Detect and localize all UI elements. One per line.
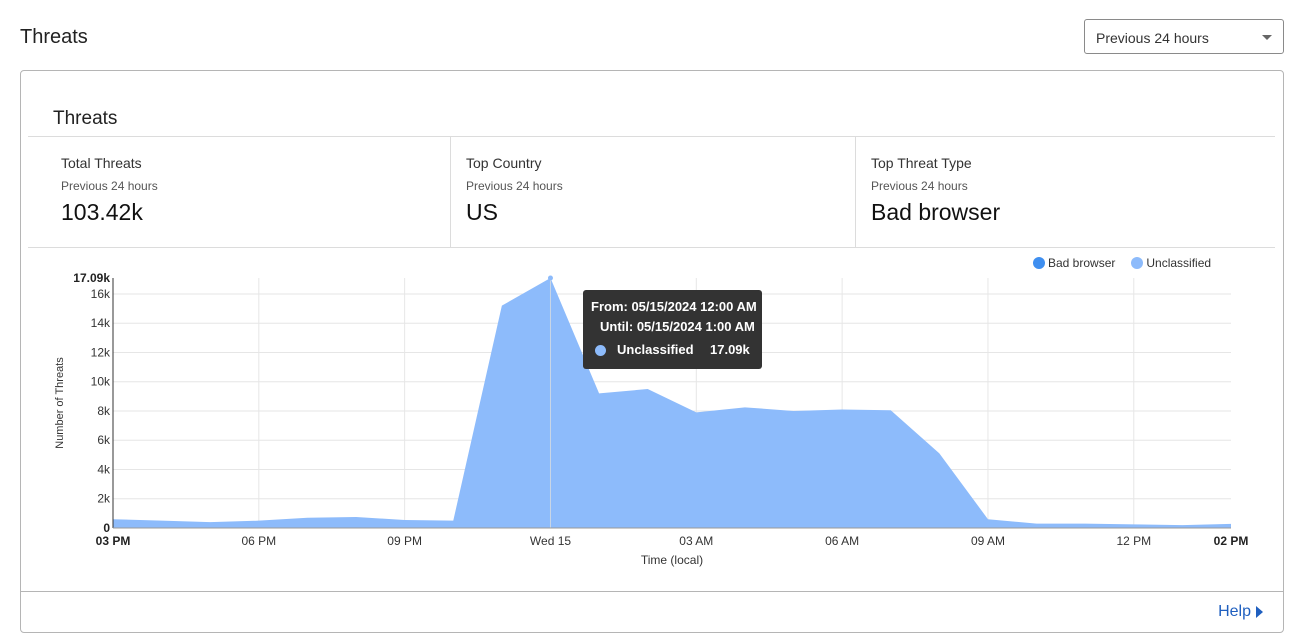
y-tick-label: 8k: [97, 404, 111, 418]
legend-item-unclassified[interactable]: Unclassified: [1131, 256, 1211, 270]
threats-card: Threats Total Threats Previous 24 hours …: [20, 70, 1284, 633]
stat-label: Total Threats: [61, 155, 142, 171]
stat-top-country: Top Country Previous 24 hours US: [454, 137, 854, 247]
legend-label: Unclassified: [1146, 256, 1212, 270]
y-tick-label: 0: [103, 521, 110, 535]
stat-value: 103.42k: [61, 199, 143, 225]
stat-separator: [855, 137, 856, 248]
legend-item-bad-browser[interactable]: Bad browser: [1033, 256, 1115, 270]
x-tick-label: 12 PM: [1116, 534, 1151, 548]
chart-legend: Bad browser Unclassified: [1033, 256, 1211, 270]
help-link-label: Help: [1218, 603, 1251, 620]
card-title: Threats: [53, 108, 118, 129]
x-tick-label: 06 PM: [241, 534, 276, 548]
stat-period: Previous 24 hours: [871, 179, 968, 193]
stat-total-threats: Total Threats Previous 24 hours 103.42k: [49, 137, 449, 247]
tooltip-series-name: Unclassified: [617, 342, 694, 357]
tooltip-until: Until: 05/15/2024 1:00 AM: [600, 319, 755, 334]
stat-period: Previous 24 hours: [61, 179, 158, 193]
legend-dot-icon: [1131, 257, 1144, 269]
y-axis-title: Number of Threats: [54, 357, 66, 449]
footer-divider: [21, 591, 1283, 592]
header-divider: [28, 136, 1275, 137]
x-tick-label: 09 PM: [387, 534, 422, 548]
x-tick-label: 09 AM: [971, 534, 1005, 548]
tooltip-from: From: 05/15/2024 12:00 AM: [591, 299, 757, 314]
stat-label: Top Threat Type: [871, 155, 972, 171]
legend-dot-icon: [1033, 257, 1045, 269]
time-range-select-value: Previous 24 hours: [1096, 30, 1209, 46]
stat-value: US: [466, 199, 498, 225]
y-tick-label: 4k: [97, 462, 111, 476]
y-tick-label: 17.09k: [73, 271, 110, 285]
tooltip-series-dot-icon: [595, 345, 606, 356]
legend-label: Bad browser: [1048, 256, 1116, 270]
y-tick-label: 14k: [91, 316, 111, 330]
help-link[interactable]: Help: [1218, 603, 1263, 621]
caret-right-icon: [1256, 606, 1263, 618]
stat-value: Bad browser: [871, 199, 1001, 225]
hover-point: [547, 275, 553, 281]
stats-divider: [28, 247, 1275, 248]
y-tick-label: 12k: [91, 345, 111, 359]
stat-period: Previous 24 hours: [466, 179, 563, 193]
tooltip-series-value: 17.09k: [710, 342, 750, 357]
time-range-select[interactable]: Previous 24 hours: [1084, 19, 1284, 54]
y-tick-label: 6k: [97, 433, 111, 447]
x-tick-label: 03 PM: [96, 534, 131, 548]
stat-label: Top Country: [466, 155, 542, 171]
caret-down-icon: [1262, 35, 1272, 40]
threats-area-chart[interactable]: 0 2k 4k 6k 8k 10k 12k 14k 16k 17.09k 03 PM 06 PM 09 …: [21, 71, 1283, 591]
stat-top-threat-type: Top Threat Type Previous 24 hours Bad br…: [859, 137, 1259, 247]
x-tick-label: 02 PM: [1214, 534, 1249, 548]
x-tick-label: 03 AM: [679, 534, 713, 548]
page-title: Threats: [20, 26, 88, 48]
y-tick-label: 2k: [97, 492, 111, 506]
area-series-unclassified: [113, 278, 1231, 528]
y-tick-label: 10k: [91, 375, 111, 389]
y-tick-label: 16k: [91, 287, 111, 301]
x-axis-title: Time (local): [641, 553, 703, 567]
chart-tooltip: From: 05/15/2024 12:00 AM Until: 05/15/2…: [583, 290, 762, 369]
x-tick-label: 06 AM: [825, 534, 859, 548]
x-tick-label: Wed 15: [530, 534, 571, 548]
stat-separator: [450, 137, 451, 248]
